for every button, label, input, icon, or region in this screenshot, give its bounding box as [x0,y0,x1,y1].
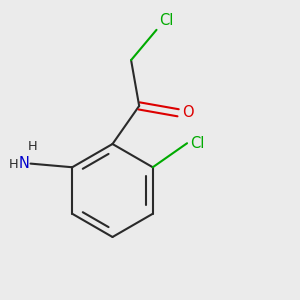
Text: H: H [9,158,19,171]
Text: N: N [18,156,29,171]
Text: Cl: Cl [160,13,174,28]
Text: O: O [182,105,193,120]
Text: H: H [28,140,38,153]
Text: Cl: Cl [190,136,204,151]
